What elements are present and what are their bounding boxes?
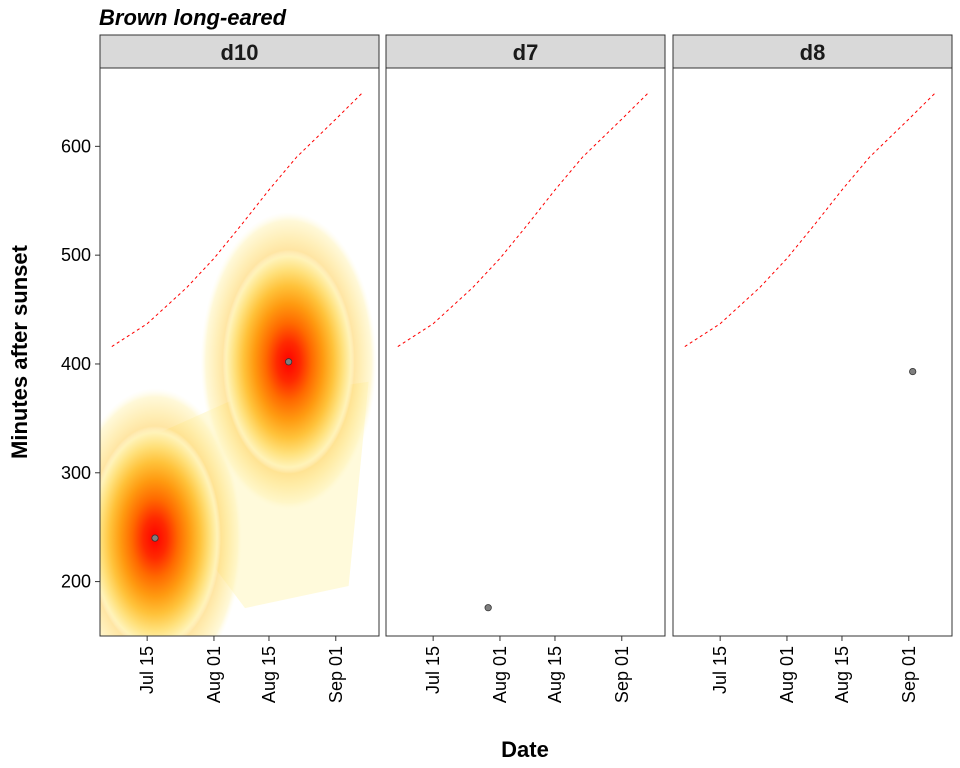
density-contour	[100, 426, 221, 636]
panel-border	[385, 67, 666, 637]
y-tick-label: 500	[61, 245, 91, 265]
panel-border	[99, 67, 380, 637]
y-tick-label: 200	[61, 572, 91, 592]
x-tick-label: Aug 01	[777, 646, 797, 703]
facet-strip-label: d7	[513, 40, 539, 65]
facet-strip	[99, 34, 380, 69]
y-axis: 200 300 400 500 600	[61, 136, 100, 592]
x-tick-label: Aug 15	[832, 646, 852, 703]
facet-strip-label: d8	[800, 40, 826, 65]
y-axis-title: Minutes after sunset	[7, 244, 32, 459]
facet-panels: d10 Jul 15 Aug 01 Aug 15 Sep 01 d7 Jul 15 Aug 0…	[99, 34, 953, 703]
data-point	[909, 367, 917, 376]
plot-background	[386, 68, 665, 636]
y-tick-label: 400	[61, 354, 91, 374]
x-tick-label: Jul 15	[137, 646, 157, 694]
data-point	[151, 534, 159, 542]
x-tick-label: Sep 01	[899, 646, 919, 703]
sunrise-line	[684, 91, 937, 348]
y-tick-label: 300	[61, 463, 91, 483]
x-tick-label: Aug 01	[490, 646, 510, 703]
x-tick-label: Jul 15	[423, 646, 443, 694]
facet-strip	[672, 34, 953, 69]
data-point	[484, 604, 492, 612]
x-tick-label: Aug 01	[204, 646, 224, 703]
panel-border	[672, 67, 953, 637]
sunrise-line	[397, 91, 650, 348]
facet-d7: d7 Jul 15 Aug 01 Aug 15 Sep 01	[385, 34, 666, 703]
plot-background	[673, 68, 952, 636]
chart-title: Brown long-eared	[99, 5, 287, 30]
x-tick-label: Aug 15	[545, 646, 565, 703]
x-tick-label: Aug 15	[259, 646, 279, 703]
y-tick-label: 600	[61, 136, 91, 156]
data-point	[285, 358, 293, 366]
facet-strip	[385, 34, 666, 69]
x-tick-label: Jul 15	[710, 646, 730, 694]
x-tick-label: Sep 01	[612, 646, 632, 703]
facet-d8: d8 Jul 15 Aug 01 Aug 15 Sep 01	[672, 34, 953, 703]
sunrise-line	[111, 91, 364, 348]
facet-strip-label: d10	[221, 40, 259, 65]
facet-d10: d10 Jul 15 Aug 01 Aug 15 Sep 01	[99, 34, 380, 703]
x-tick-label: Sep 01	[326, 646, 346, 703]
x-axis-title: Date	[501, 737, 549, 762]
